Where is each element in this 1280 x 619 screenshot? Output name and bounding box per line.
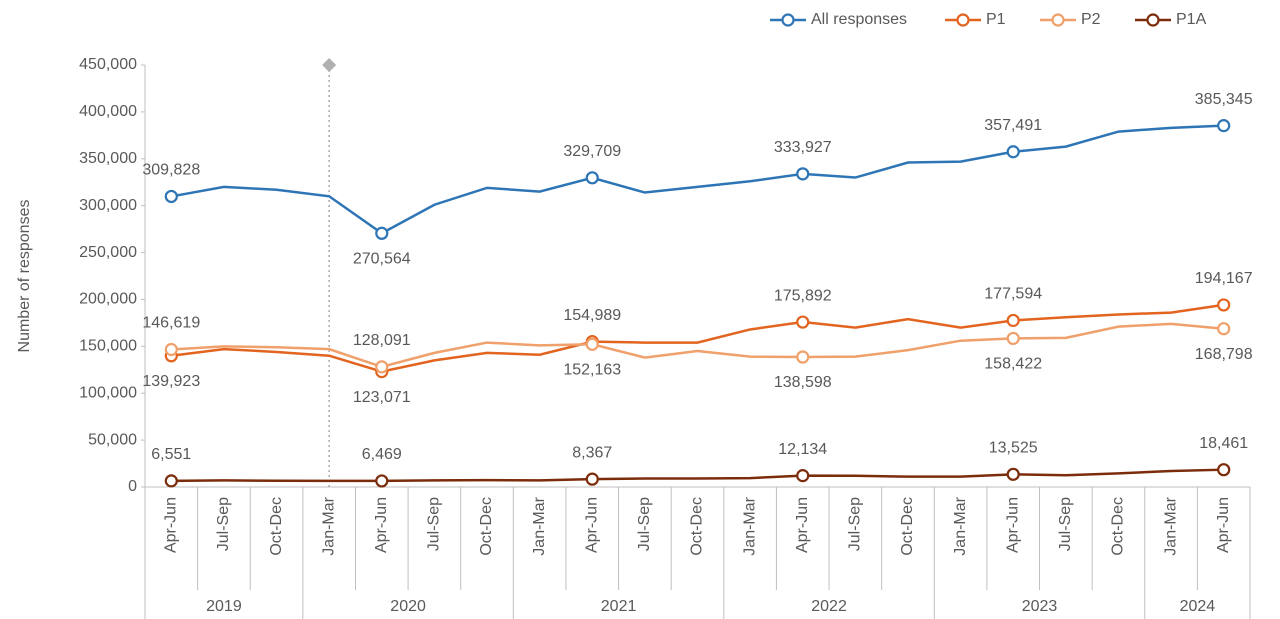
data-label: 270,564 (353, 250, 411, 267)
x-tick-label: Jan-Mar (952, 496, 969, 555)
series-line (171, 468, 1224, 483)
year-label: 2021 (601, 598, 637, 615)
x-tick-label: Apr-Jun (794, 497, 811, 553)
legend-marker (1051, 13, 1065, 27)
data-label: 152,163 (563, 362, 621, 379)
x-tick-label: Apr-Jun (1004, 497, 1021, 553)
point-marker (164, 474, 178, 488)
data-label: 333,927 (774, 139, 832, 156)
x-tick-label: Oct-Dec (899, 497, 916, 556)
point-marker (1217, 119, 1231, 133)
data-label: 177,594 (984, 286, 1042, 303)
y-axis-title: Number of responses (16, 200, 33, 353)
legend-label: P2 (1081, 11, 1101, 28)
legend-marker (1146, 13, 1160, 27)
reference-marker (322, 58, 337, 72)
data-label: 168,798 (1195, 346, 1253, 363)
data-label: 146,619 (142, 315, 200, 332)
x-tick-label: Jul-Sep (636, 497, 653, 551)
data-label: 309,828 (142, 162, 200, 179)
x-tick-label: Jan-Mar (741, 496, 758, 555)
x-tick-label: Apr-Jun (583, 497, 600, 553)
data-label: 6,469 (362, 446, 402, 463)
point-marker (796, 469, 810, 483)
point-marker (1006, 331, 1020, 346)
x-tick-label: Jul-Sep (426, 497, 443, 551)
x-tick-label: Jan-Mar (320, 496, 337, 555)
point-marker (796, 167, 810, 181)
y-tick-label: 50,000 (88, 431, 137, 448)
year-label: 2020 (390, 598, 426, 615)
data-label: 357,491 (984, 117, 1042, 134)
y-tick-label: 450,000 (79, 56, 137, 73)
y-tick-label: 250,000 (79, 244, 137, 261)
series-line (171, 124, 1224, 235)
legend-marker (781, 13, 795, 27)
data-label: 158,422 (984, 356, 1042, 373)
point-marker (164, 342, 178, 357)
year-label: 2023 (1022, 598, 1058, 615)
year-label: 2019 (206, 598, 242, 615)
point-marker (375, 360, 389, 374)
y-tick-label: 150,000 (79, 338, 137, 355)
data-label: 13,525 (989, 440, 1038, 457)
x-tick-label: Jul-Sep (847, 497, 864, 551)
x-tick-label: Apr-Jun (163, 497, 180, 553)
data-label: 18,461 (1199, 435, 1248, 452)
point-marker (585, 472, 599, 486)
year-label: 2024 (1180, 598, 1216, 615)
data-label: 6,551 (151, 446, 191, 463)
point-marker (1217, 322, 1231, 336)
x-tick-label: Apr-Jun (1215, 497, 1232, 553)
point-marker (1217, 298, 1231, 312)
point-marker (375, 474, 389, 488)
point-marker (164, 189, 178, 204)
data-label: 138,598 (774, 374, 832, 391)
series-line (171, 322, 1224, 369)
x-tick-label: Jul-Sep (215, 497, 232, 551)
legend-label: P1 (986, 11, 1006, 28)
data-label: 139,923 (142, 373, 200, 390)
x-tick-label: Apr-Jun (373, 497, 390, 553)
data-label: 194,167 (1195, 270, 1253, 287)
x-tick-label: Oct-Dec (478, 497, 495, 556)
legend-label: All responses (811, 11, 907, 28)
y-tick-label: 300,000 (79, 197, 137, 214)
x-tick-label: Oct-Dec (268, 497, 285, 556)
data-label: 12,134 (778, 441, 827, 458)
legend-label: P1A (1176, 11, 1207, 28)
year-label: 2022 (811, 598, 847, 615)
x-tick-label: Oct-Dec (689, 497, 706, 556)
y-tick-label: 100,000 (79, 384, 137, 401)
data-label: 175,892 (774, 287, 832, 304)
data-label: 154,989 (563, 307, 621, 324)
y-tick-label: 400,000 (79, 103, 137, 120)
point-marker (1006, 467, 1020, 481)
legend-marker (956, 13, 970, 27)
y-tick-label: 0 (128, 478, 137, 495)
series-line (171, 303, 1224, 373)
point-marker (1006, 313, 1020, 328)
point-marker (1217, 463, 1231, 477)
point-marker (375, 226, 389, 240)
data-label: 8,367 (572, 444, 612, 461)
data-label: 385,345 (1195, 91, 1253, 108)
point-marker (585, 171, 599, 185)
point-marker (1006, 145, 1020, 159)
data-label: 329,709 (563, 143, 621, 160)
data-label: 123,071 (353, 389, 411, 406)
x-tick-label: Jul-Sep (1057, 497, 1074, 551)
point-marker (796, 350, 810, 364)
data-label: 128,091 (353, 332, 411, 349)
point-marker (796, 315, 810, 329)
y-tick-label: 350,000 (79, 150, 137, 167)
x-tick-label: Jan-Mar (531, 496, 548, 555)
x-tick-label: Oct-Dec (1110, 497, 1127, 556)
x-tick-label: Jan-Mar (1162, 496, 1179, 555)
point-marker (585, 337, 599, 351)
y-tick-label: 200,000 (79, 291, 137, 308)
